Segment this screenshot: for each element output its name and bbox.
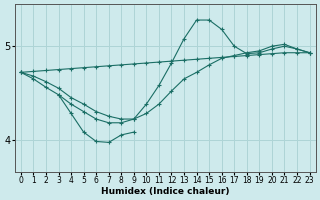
- X-axis label: Humidex (Indice chaleur): Humidex (Indice chaleur): [101, 187, 229, 196]
